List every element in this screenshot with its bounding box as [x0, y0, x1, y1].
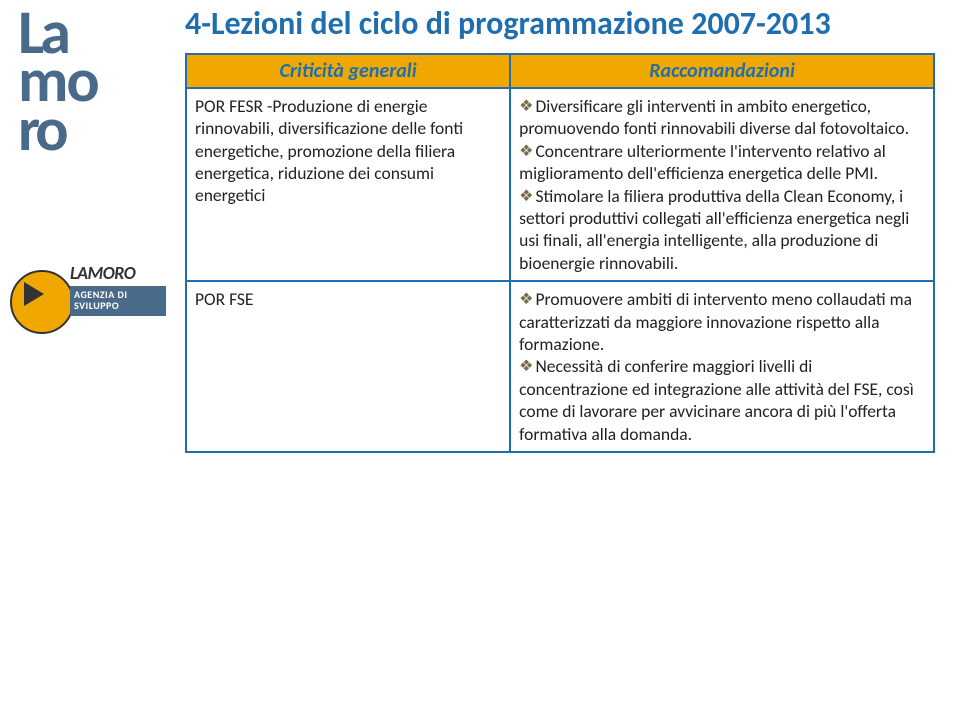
rec-item: Promuovere ambiti di intervento meno col… — [519, 288, 912, 355]
agency-subtitle: AGENZIA DI SVILUPPO — [70, 286, 166, 316]
page-title: 4-Lezioni del ciclo di programmazione 20… — [185, 6, 945, 43]
rec-item: Diversificare gli interventi in ambito e… — [519, 95, 909, 139]
logo-line3: ro — [18, 91, 65, 167]
bullet-icon: ❖ — [519, 97, 533, 117]
bullet-icon: ❖ — [519, 142, 533, 162]
cell-criticita-2: POR FSE — [186, 281, 510, 452]
rec-item: Stimolare la filiera produttiva della Cl… — [519, 185, 909, 274]
rec-item: Concentrare ulteriormente l'intervento r… — [519, 140, 886, 184]
cell-criticita-1: POR FESR -Produzione di energie rinnovab… — [186, 88, 510, 281]
lessons-table: Criticità generali Raccomandazioni POR F… — [185, 53, 935, 453]
company-logo: La mo ro — [0, 0, 180, 180]
rec-item: Necessità di conferire maggiori livelli … — [519, 355, 914, 444]
cell-raccomandazioni-2: ❖Promuovere ambiti di intervento meno co… — [510, 281, 934, 452]
bullet-icon: ❖ — [519, 357, 533, 377]
bullet-icon: ❖ — [519, 187, 533, 207]
main-content: 4-Lezioni del ciclo di programmazione 20… — [185, 6, 945, 453]
column-header-left: Criticità generali — [186, 54, 510, 88]
table-row: POR FSE ❖Promuovere ambiti di intervento… — [186, 281, 934, 452]
agency-logo: LAMORO AGENZIA DI SVILUPPO — [10, 240, 170, 350]
agency-arrow-icon — [24, 282, 44, 306]
cell-raccomandazioni-1: ❖Diversificare gli interventi in ambito … — [510, 88, 934, 281]
bullet-icon: ❖ — [519, 290, 533, 310]
sidebar: La mo ro LAMORO AGENZIA DI SVILUPPO — [0, 0, 180, 716]
agency-subtitle-line2: SVILUPPO — [74, 299, 119, 312]
logo-text: La mo ro — [18, 8, 98, 153]
column-header-right: Raccomandazioni — [510, 54, 934, 88]
table-row: POR FESR -Produzione di energie rinnovab… — [186, 88, 934, 281]
agency-name: LAMORO — [70, 262, 135, 284]
